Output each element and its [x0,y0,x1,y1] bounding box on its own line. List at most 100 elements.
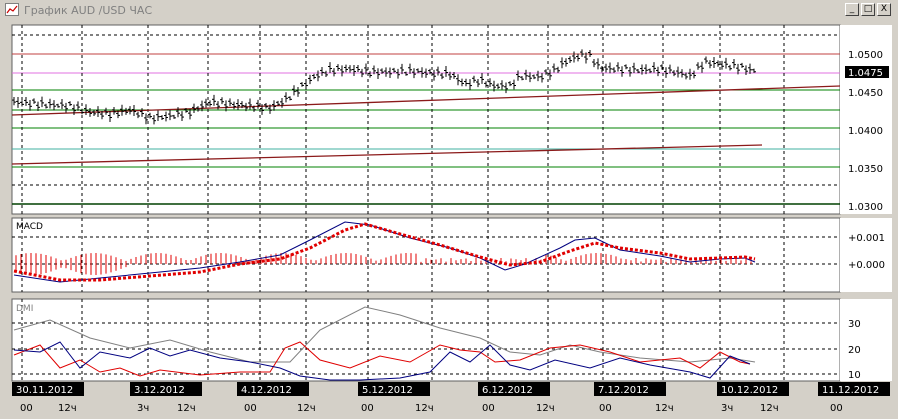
price-bar [748,63,752,74]
price-bar [48,98,52,109]
price-bar [164,111,168,122]
price-bar [700,61,704,73]
price-bar [360,68,364,78]
price-bar [432,69,436,81]
price-bar [296,87,300,97]
price-bar [120,104,124,116]
price-bar [480,72,484,84]
hour-label: 3ч [137,403,149,414]
price-bar [596,58,600,70]
price-bar [428,68,432,75]
date-label-box [818,382,890,396]
price-bar [108,111,112,122]
maximize-button[interactable]: □ [861,3,875,16]
hour-label: 00 [830,403,843,414]
price-bar [352,65,356,77]
price-bar [584,52,588,64]
price-bar [316,70,320,82]
trend-line-upper [11,85,841,116]
price-bar [224,100,228,112]
price-bar [552,63,556,73]
price-bar [744,65,748,76]
price-bar [80,108,84,115]
price-bar [568,56,572,64]
price-bar [384,67,388,77]
price-bar [128,106,132,115]
title-bar[interactable]: График AUD /USD ЧАС _ □ X [0,0,898,20]
minimize-button[interactable]: _ [845,3,859,16]
dmi-panel[interactable]: DMI 30 20 10 [11,298,892,382]
price-bar [252,105,256,112]
price-bar [348,65,352,73]
price-bar [328,62,332,73]
price-bar [32,98,36,104]
price-bar [608,62,612,74]
price-bar [600,65,604,73]
close-button[interactable]: X [877,3,891,16]
signal-line [13,222,756,282]
hour-label: 12ч [177,403,196,414]
date-label: 10.12.2012 [721,385,778,396]
price-bar [84,104,88,115]
price-bar [452,72,456,79]
price-bar [248,98,252,110]
price-bar [664,67,668,78]
price-tick: 1.0450 [848,88,883,99]
price-bar [320,66,324,76]
price-grid [12,25,840,214]
price-bar [364,63,368,75]
price-bar [696,62,700,70]
price-bar [28,99,32,111]
price-bar [688,68,692,80]
price-bar [256,99,260,109]
price-bar [556,66,560,73]
price-bar [424,68,428,78]
price-bar [732,59,736,69]
price-tick: 1.0500 [848,50,883,61]
date-label: 4.12.2012 [241,385,292,396]
price-bar [720,60,724,70]
price-bar [68,101,72,106]
price-bar [220,97,224,105]
price-bar [260,104,264,115]
price-bar [232,101,236,110]
macd-label: MACD [16,222,43,232]
price-bar [512,79,516,90]
price-bar [488,78,492,88]
price-bar [420,67,424,78]
price-bar [76,101,80,111]
price-bar [340,65,344,77]
trend-line-lower [11,144,763,165]
macd-panel[interactable]: MACD +0.001 +0.000 [11,217,892,293]
price-bar [652,62,656,73]
hour-label: 00 [361,403,374,414]
price-bar [712,57,716,68]
date-label-box [12,382,84,396]
price-bar [464,78,468,87]
price-bar [244,102,248,112]
date-label: 30.11.2012 [16,385,73,396]
price-bar [412,68,416,79]
price-bar [504,82,508,94]
price-bar [92,109,96,116]
price-bar [396,68,400,79]
price-bar [288,96,292,101]
price-bar [704,56,708,64]
price-bar [304,79,308,90]
price-bar [188,108,192,120]
date-label: 5.12.2012 [362,385,413,396]
price-bar [112,107,116,115]
price-bar [492,80,496,92]
price-bar [564,58,568,67]
hour-label: 12ч [58,403,77,414]
price-tick: 1.0300 [848,202,883,213]
price-panel[interactable]: 1.0500 1.0450 1.0400 1.0350 1.0300 1.047… [11,24,892,215]
price-bar [616,62,620,72]
date-label-box [130,382,202,396]
price-bar [104,107,108,115]
date-label: 6.12.2012 [482,385,533,396]
dmi-tick: 20 [848,345,861,356]
chart-area[interactable]: 1.0500 1.0450 1.0400 1.0350 1.0300 1.047… [6,21,892,419]
price-bar [580,49,584,57]
macd-tick: +0.000 [848,260,885,271]
